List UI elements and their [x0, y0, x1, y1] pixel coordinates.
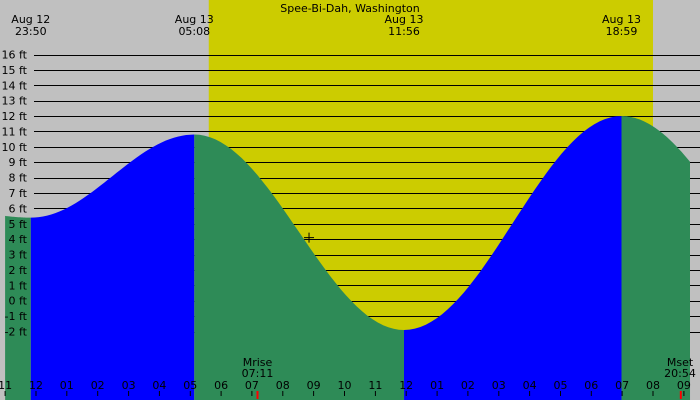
x-tick-label: 07: [245, 379, 259, 392]
x-tick-label: 09: [677, 379, 691, 392]
extreme-time: 11:56: [388, 25, 420, 38]
extreme-time: 18:59: [606, 25, 638, 38]
tide-segment: [404, 116, 622, 380]
extreme-date: Aug 13: [602, 13, 641, 26]
tide-strip: [194, 380, 405, 400]
x-tick-label: 03: [122, 379, 136, 392]
y-tick-label: 15 ft: [2, 64, 28, 77]
y-tick-label: 9 ft: [9, 156, 28, 169]
x-tick-label: 03: [492, 379, 506, 392]
chart-title: Spee-Bi-Dah, Washington: [280, 2, 419, 15]
x-tick-label: 06: [584, 379, 598, 392]
tide-segment: [194, 134, 404, 380]
y-tick-label: 7 ft: [9, 187, 28, 200]
tide-segment: [621, 116, 690, 380]
y-axis-labels: 16 ft 15 ft 14 ft 13 ft 12 ft 11 ft 10 ft 9 ft 8…: [2, 49, 28, 339]
x-tick-label: 02: [91, 379, 105, 392]
tide-strip: [621, 380, 691, 400]
extreme-time: 23:50: [15, 25, 47, 38]
moon-event-label: Mset: [667, 356, 694, 369]
x-tick-label: 10: [338, 379, 352, 392]
y-tick-label: 12 ft: [2, 110, 28, 123]
x-tick-label: 07: [615, 379, 629, 392]
x-tick-label: 02: [461, 379, 475, 392]
moon-event-label: Mrise: [243, 356, 273, 369]
y-tick-label: -1 ft: [5, 310, 28, 323]
x-tick-label: 04: [152, 379, 166, 392]
x-tick-label: 11: [0, 379, 12, 392]
x-tick-label: 05: [183, 379, 197, 392]
y-tick-label: 16 ft: [2, 49, 28, 62]
x-tick-label: 12: [29, 379, 43, 392]
y-tick-label: 3 ft: [9, 249, 28, 262]
y-tick-label: 10 ft: [2, 141, 28, 154]
tide-segment: [5, 215, 31, 380]
tide-strip: [30, 380, 195, 400]
y-tick-label: 4 ft: [9, 233, 28, 246]
y-tick-label: 6 ft: [9, 202, 28, 215]
tide-segment: [30, 134, 195, 380]
y-tick-label: 0 ft: [9, 295, 28, 308]
y-tick-label: 2 ft: [9, 264, 28, 277]
tide-strip: [5, 380, 31, 400]
moon-event-time: 07:11: [242, 367, 274, 380]
x-tick-label: 11: [368, 379, 382, 392]
y-tick-label: 5 ft: [9, 218, 28, 231]
x-tick-label: 08: [276, 379, 290, 392]
x-tick-label: 04: [523, 379, 537, 392]
x-tick-label: 09: [307, 379, 321, 392]
extreme-time: 05:08: [178, 25, 210, 38]
x-tick-label: 12: [399, 379, 413, 392]
x-tick-label: 06: [214, 379, 228, 392]
tide-strip: [404, 380, 622, 400]
x-tick-label: 05: [554, 379, 568, 392]
extreme-date: Aug 12: [11, 13, 50, 26]
y-tick-label: 14 ft: [2, 79, 28, 92]
y-tick-label: -2 ft: [5, 326, 28, 339]
y-tick-label: 13 ft: [2, 95, 28, 108]
extreme-date: Aug 13: [385, 13, 424, 26]
y-tick-label: 8 ft: [9, 172, 28, 185]
current-marker: [304, 232, 315, 243]
x-axis-labels: 11 12 01 02 03 04 05 06 07 08 09 10 11 12 01 02 03 04 05 06…: [0, 379, 691, 396]
y-tick-label: 11 ft: [2, 125, 28, 138]
moon-event-time: 20:54: [664, 367, 696, 380]
extreme-date: Aug 13: [175, 13, 214, 26]
y-tick-label: 1 ft: [9, 279, 28, 292]
x-tick-label: 08: [646, 379, 660, 392]
tide-segments: [0, 116, 700, 400]
x-tick-label: 01: [60, 379, 74, 392]
x-tick-label: 01: [430, 379, 444, 392]
